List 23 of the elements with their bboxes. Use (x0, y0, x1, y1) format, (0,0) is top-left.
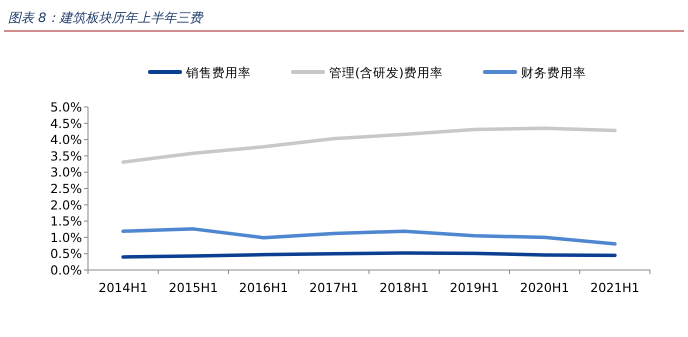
y-tick-label: 4.5% (50, 116, 82, 131)
y-tick-label: 5.0% (50, 100, 82, 114)
x-tick-label: 2019H1 (450, 280, 499, 295)
x-tick-label: 2015H1 (168, 280, 218, 295)
x-tick-label: 2014H1 (98, 280, 148, 295)
y-tick-label: 2.0% (50, 197, 82, 212)
x-tick-label: 2020H1 (520, 280, 570, 295)
x-tick-label: 2017H1 (309, 280, 358, 295)
y-tick-label: 3.5% (50, 148, 82, 164)
y-tick-label: 1.5% (50, 214, 82, 229)
y-tick-label: 1.0% (50, 230, 82, 245)
y-tick-label: 0.0% (50, 262, 82, 278)
y-tick-label: 3.0% (50, 164, 82, 180)
x-tick-label: 2016H1 (239, 280, 288, 295)
x-tick-label: 2021H1 (590, 280, 640, 295)
y-tick-label: 4.0% (50, 132, 82, 148)
y-tick-label: 2.5% (50, 181, 82, 196)
title: 图表 8：建筑板块历年上半年三费 (8, 11, 202, 26)
legend-label: 财务费用率 (521, 65, 586, 80)
x-tick-label: 2018H1 (380, 280, 429, 295)
y-tick-label: 0.5% (50, 246, 82, 262)
legend-label: 管理(含研发)费用率 (329, 65, 443, 80)
legend-label: 销售费用率 (185, 65, 251, 80)
